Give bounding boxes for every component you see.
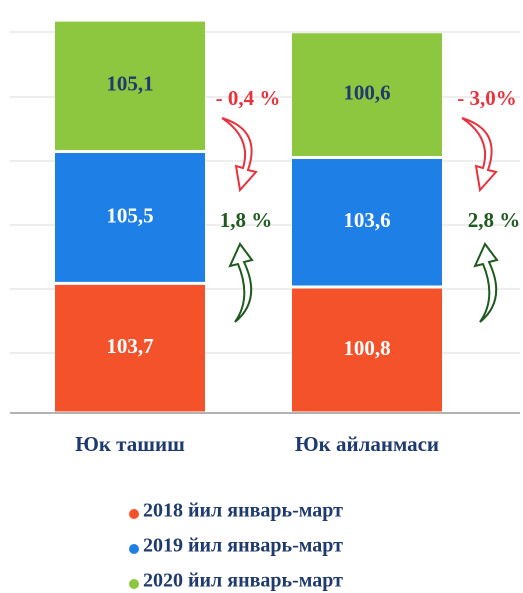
x-tick-label: Юк ташиш: [75, 432, 185, 456]
data-label: 105,5: [106, 203, 153, 227]
bar-segment: [292, 159, 442, 286]
up-arrow: [228, 242, 254, 323]
data-label: 103,7: [106, 334, 153, 358]
x-tick-label: Юк айланмаси: [295, 432, 439, 456]
annotation: 2,8 %: [468, 208, 521, 232]
bar-segment: [55, 21, 205, 150]
legend-marker: [129, 509, 139, 519]
bar-segment: [55, 284, 205, 412]
legend-marker: [129, 579, 139, 589]
data-label: 103,6: [343, 208, 390, 232]
bar-segment: [55, 153, 205, 282]
legend-marker: [129, 544, 139, 554]
legend-label: 2020 йил январь-март: [143, 570, 343, 592]
annotation: - 3,0%: [457, 86, 517, 110]
down-arrow: [221, 117, 258, 193]
legend-label: 2019 йил январь-март: [143, 535, 343, 557]
data-label: 100,8: [343, 336, 390, 360]
bar-segment: [292, 288, 442, 412]
annotation: 1,8 %: [220, 208, 273, 232]
bar-segment: [292, 33, 442, 156]
data-label: 100,6: [343, 80, 390, 104]
down-arrow: [461, 117, 498, 193]
up-arrow: [473, 242, 499, 323]
annotation: - 0,4 %: [216, 86, 281, 110]
data-label: 105,1: [106, 72, 153, 96]
arrows: [221, 117, 499, 323]
legend-label: 2018 йил январь-март: [143, 500, 343, 522]
